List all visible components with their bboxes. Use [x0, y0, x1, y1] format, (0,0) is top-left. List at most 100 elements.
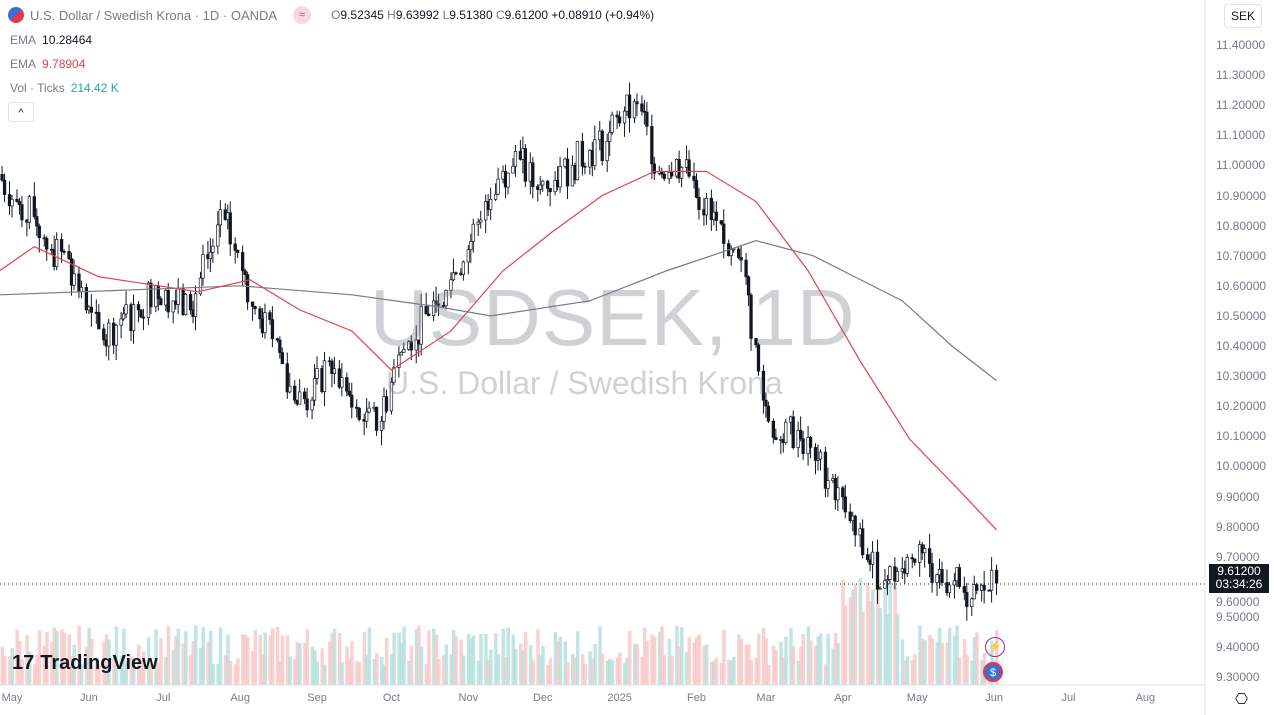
usd-sek-flag-icon — [8, 7, 24, 23]
candle-body — [962, 586, 966, 593]
volume-layer — [0, 578, 999, 685]
volume-bar — [260, 654, 265, 685]
candle-body — [761, 370, 766, 401]
volume-bar — [687, 636, 692, 685]
volume-bar — [781, 657, 786, 685]
volume-bar — [593, 644, 597, 685]
volume-bar — [625, 657, 630, 685]
candle-body — [139, 309, 143, 318]
volume-bar — [632, 643, 637, 685]
us-economic-event-icon[interactable]: $ — [983, 662, 1003, 682]
volume-bar — [935, 642, 940, 685]
volume-bar — [191, 641, 196, 685]
volume-bar — [895, 613, 900, 685]
volume-bar — [496, 654, 501, 685]
volume-bar — [382, 664, 386, 685]
volume-bar — [226, 634, 230, 685]
time-tick: May — [906, 692, 928, 704]
candle-body — [484, 201, 488, 221]
volume-bar — [434, 634, 439, 685]
volume-bar — [295, 641, 300, 685]
candle-body — [994, 569, 999, 584]
candle-body — [798, 429, 803, 440]
tradingview-logo[interactable]: 17 TradingView — [12, 652, 158, 674]
approx-icon[interactable]: ≈ — [293, 6, 312, 24]
candle-body — [156, 285, 160, 299]
candle-body — [575, 141, 580, 181]
candle-body — [617, 116, 622, 124]
volume-bar — [531, 659, 535, 685]
volume-bar — [754, 657, 758, 685]
volume-bar — [372, 658, 377, 685]
volume-bar — [87, 627, 91, 685]
volume-bar — [258, 635, 262, 685]
candle-body — [471, 223, 475, 242]
volume-bar — [198, 647, 203, 685]
candle-body — [476, 221, 480, 225]
candle-body — [389, 381, 394, 412]
candle-body — [841, 487, 845, 498]
volume-bar — [216, 663, 220, 685]
volume-bar — [799, 646, 803, 685]
volume-bar — [270, 628, 275, 685]
indicator-ema-slow[interactable]: EMA 10.28464 — [10, 33, 93, 47]
volume-bar — [132, 658, 136, 685]
symbol-legend[interactable]: U.S. Dollar / Swedish Krona · 1D · OANDA… — [8, 6, 654, 24]
price-tick: 10.30000 — [1216, 369, 1267, 384]
volume-bar — [0, 646, 5, 685]
candle-body — [89, 306, 94, 313]
symbol-title[interactable]: U.S. Dollar / Swedish Krona · 1D · OANDA — [30, 7, 278, 23]
volume-bar — [407, 660, 411, 685]
volume-bar — [362, 632, 367, 685]
volume-bar — [640, 656, 644, 685]
volume-bar — [538, 655, 543, 685]
candle-body — [697, 197, 701, 210]
volume-bar — [102, 641, 106, 685]
volume-bar — [816, 636, 820, 685]
candle-body — [615, 114, 619, 118]
volume-bar — [17, 640, 22, 685]
volume-bar — [253, 629, 258, 685]
candle-body — [645, 111, 649, 127]
candle-body — [744, 259, 748, 278]
indicator-volume[interactable]: Vol · Ticks 214.42 K — [10, 81, 119, 95]
currency-button[interactable]: SEK — [1223, 4, 1262, 28]
candle-body — [600, 130, 604, 162]
ema-50-line — [0, 170, 997, 531]
candle-body — [159, 298, 163, 306]
volume-bar — [851, 589, 855, 685]
volume-bar — [303, 643, 307, 685]
volume-bar — [709, 661, 714, 685]
volume-bar — [610, 660, 615, 685]
candle-body — [875, 551, 880, 590]
candle-body — [593, 139, 597, 166]
time-tick: Dec — [532, 692, 553, 704]
volume-bar — [801, 634, 806, 685]
volume-bar — [35, 654, 39, 685]
collapse-legend-button[interactable]: ^ — [8, 102, 34, 122]
volume-bar — [159, 638, 163, 685]
lightning-event-icon[interactable]: ⚡ — [985, 637, 1005, 657]
volume-bar — [442, 655, 446, 685]
candle-body — [749, 294, 753, 339]
volume-bar — [521, 650, 525, 685]
price-tick: 11.40000 — [1216, 38, 1266, 52]
indicator-ema-fast[interactable]: EMA 9.78904 — [10, 57, 86, 71]
candle-body — [766, 405, 771, 422]
time-tick: Jun — [80, 692, 98, 704]
volume-bar — [350, 641, 354, 685]
candle-body — [982, 584, 986, 591]
candle-body — [131, 304, 136, 332]
candle-body — [278, 339, 282, 353]
volume-bar — [910, 660, 915, 685]
settings-icon[interactable]: ⎔ — [1235, 691, 1249, 708]
candle-body — [268, 312, 272, 320]
candle-body — [565, 158, 570, 187]
candle-body — [236, 249, 240, 253]
candle-body — [32, 196, 36, 217]
volume-bar — [573, 657, 577, 685]
candle-body — [722, 223, 726, 244]
volume-bar — [628, 630, 632, 685]
volume-bar — [251, 650, 255, 685]
